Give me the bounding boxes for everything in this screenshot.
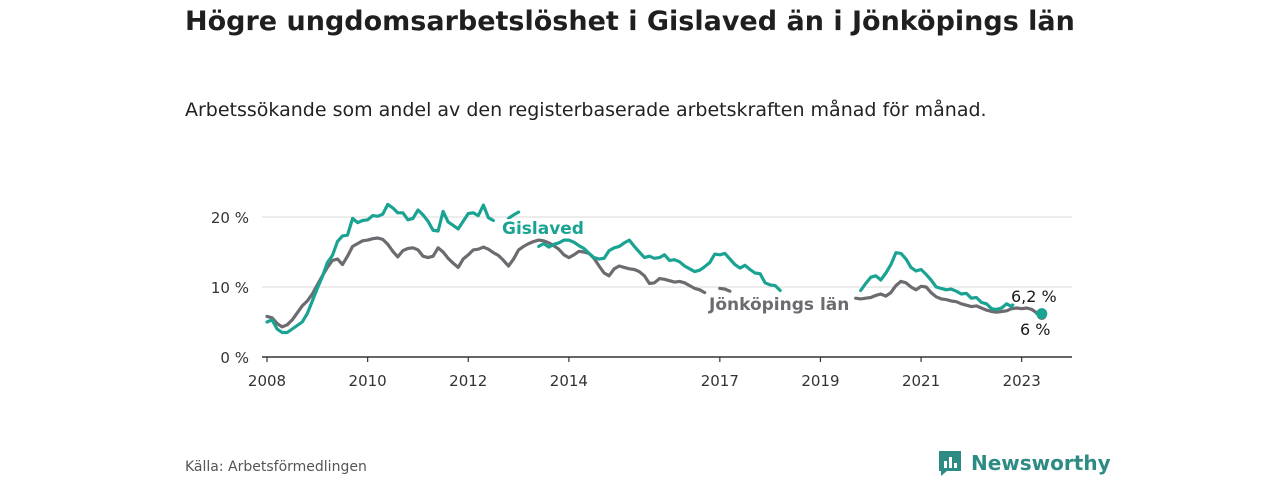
gridlines	[262, 216, 1072, 288]
series-line-jonkopings-lan	[854, 279, 1044, 317]
series-label-gislaved: Gislaved	[502, 219, 584, 239]
series-label-jonkopings-lan: Jönköpings län	[708, 295, 849, 315]
x-tick-label: 2014	[550, 372, 588, 390]
series-line-gislaved	[537, 238, 782, 293]
x-axis: 2008 2010 2012 2014 2017 2019 2021 2023	[248, 356, 1072, 390]
series-line-gislaved	[859, 251, 1019, 311]
end-dot-gislaved	[1036, 308, 1048, 320]
series-line-jonkopings-lan	[718, 286, 732, 293]
newsworthy-logo-icon	[939, 451, 961, 476]
x-tick-label: 2017	[701, 372, 739, 390]
chart-subtitle: Arbetssökande som andel av den registerb…	[185, 99, 987, 121]
y-tick-labels: 0 % 10 % 20 %	[211, 209, 249, 367]
source-credit: Källa: Arbetsförmedlingen	[185, 459, 367, 475]
end-value-label-gislaved: 6,2 %	[1011, 287, 1057, 306]
line-chart: 0 % 10 % 20 % 2008 2010 2012 2014 2017 2019 2021…	[211, 202, 1072, 390]
y-tick-label: 10 %	[211, 279, 249, 297]
x-tick-label: 2008	[248, 372, 286, 390]
series-line-jonkopings-lan	[265, 236, 707, 329]
x-tick-label: 2021	[902, 372, 940, 390]
x-tick-label: 2012	[449, 372, 487, 390]
y-tick-label: 20 %	[211, 209, 249, 227]
brand-name: Newsworthy	[971, 451, 1111, 475]
brand-logo[interactable]: Newsworthy	[937, 448, 1111, 478]
x-tick-label: 2019	[801, 372, 839, 390]
chart-title: Högre ungdomsarbetslöshet i Gislaved än …	[185, 6, 1075, 37]
series-lines	[265, 202, 1048, 335]
x-tick-label: 2023	[1003, 372, 1041, 390]
end-value-label-jonkopings-lan: 6 %	[1020, 320, 1050, 339]
series-line-gislaved	[265, 202, 495, 335]
series-line-gislaved	[506, 210, 521, 220]
y-tick-label: 0 %	[220, 349, 249, 367]
series-labels: Gislaved Jönköpings län 6,2 % 6 %	[500, 217, 1060, 342]
x-tick-label: 2010	[349, 372, 387, 390]
